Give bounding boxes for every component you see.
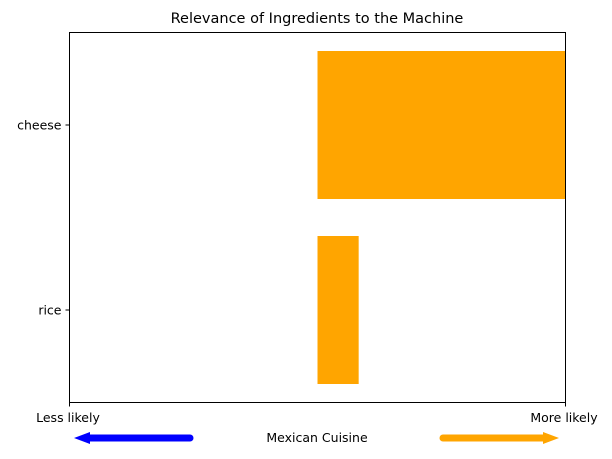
x-axis	[69, 402, 566, 407]
bar-cheese	[317, 51, 566, 199]
y-axis: cheese rice	[17, 118, 70, 318]
x-axis-right-label: More likely	[530, 410, 598, 425]
axes-frame	[69, 32, 566, 403]
x-axis-center-label: Mexican Cuisine	[266, 430, 368, 445]
left-arrow-head	[74, 432, 90, 444]
y-tick-label-cheese: cheese	[17, 118, 62, 133]
plot-area	[317, 51, 566, 384]
left-arrow-icon	[74, 432, 194, 444]
bar-rice	[317, 236, 359, 384]
chart-title: Relevance of Ingredients to the Machine	[171, 11, 464, 27]
x-axis-left-label: Less likely	[36, 410, 100, 425]
y-tick-label-rice: rice	[38, 303, 61, 318]
right-arrow-head	[543, 432, 559, 444]
right-arrow-icon	[439, 432, 559, 444]
